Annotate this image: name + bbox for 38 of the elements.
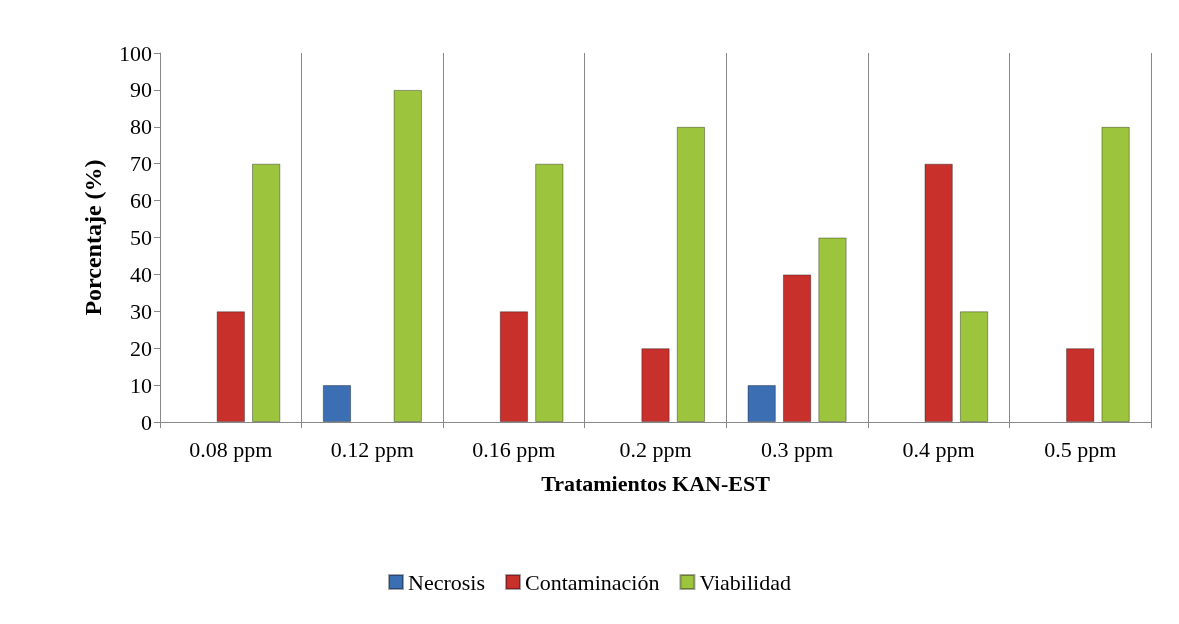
y-tick-label: 100 bbox=[119, 40, 152, 66]
y-tick-label: 30 bbox=[130, 298, 152, 324]
x-axis-title: Tratamientos KAN-EST bbox=[541, 470, 771, 496]
bar bbox=[1101, 126, 1130, 422]
x-tick-label: 0.12 ppm bbox=[330, 436, 414, 462]
x-tick-label: 0.2 ppm bbox=[619, 436, 692, 462]
y-tick-label: 80 bbox=[130, 114, 152, 140]
bar bbox=[782, 274, 812, 422]
x-tick-label: 0.3 ppm bbox=[761, 436, 834, 462]
legend-label: Contaminación bbox=[525, 569, 660, 595]
bar bbox=[641, 348, 670, 422]
bar bbox=[747, 385, 776, 422]
bar bbox=[1066, 348, 1095, 422]
x-tick-label: 0.16 ppm bbox=[472, 436, 556, 462]
bar bbox=[959, 311, 989, 422]
legend-label: Necrosis bbox=[408, 569, 486, 595]
bar bbox=[499, 311, 529, 422]
y-tick-label: 50 bbox=[130, 225, 152, 250]
bar bbox=[535, 163, 564, 422]
bar bbox=[924, 163, 953, 422]
y-tick-label: 60 bbox=[130, 188, 152, 214]
bar bbox=[818, 237, 847, 422]
bar bbox=[393, 89, 422, 422]
y-tick-label: 0 bbox=[141, 409, 152, 435]
x-tick-label: 0.08 ppm bbox=[189, 436, 273, 462]
y-tick-label: 40 bbox=[130, 261, 152, 287]
y-tick-label: 10 bbox=[130, 372, 152, 398]
y-tick-label: 70 bbox=[130, 151, 152, 177]
bar bbox=[676, 126, 706, 422]
legend-label: Viabilidad bbox=[699, 569, 791, 595]
bar bbox=[252, 163, 281, 422]
x-tick-label: 0.5 ppm bbox=[1044, 436, 1117, 462]
y-tick-label: 20 bbox=[130, 335, 152, 361]
x-tick-label: 0.4 ppm bbox=[902, 436, 975, 462]
y-axis-title: Porcentaje (%) bbox=[80, 159, 106, 316]
y-tick-label: 90 bbox=[130, 77, 152, 103]
bar bbox=[216, 311, 245, 422]
bar bbox=[322, 385, 352, 422]
